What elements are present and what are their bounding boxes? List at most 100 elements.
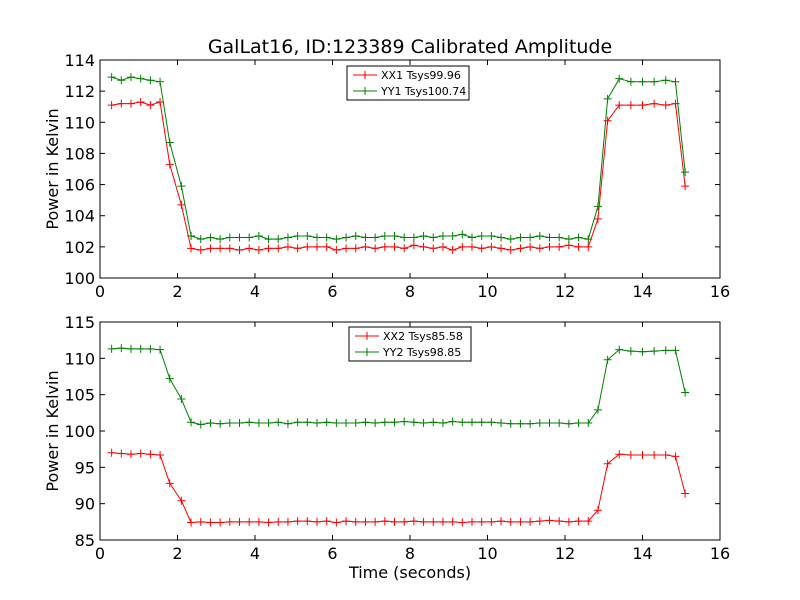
bottom-series-1-marker [564,517,573,526]
bottom-series-2-marker [127,344,135,353]
bottom-series-2-marker [497,419,506,428]
top-y-tick-label: 106 [64,176,95,195]
bottom-x-tick-label: 6 [327,544,337,563]
top-series-2-marker [400,233,409,242]
bottom-series-2-marker [555,419,564,428]
bottom-y-tick-label: 115 [64,313,95,332]
top-series-2-marker [322,233,331,242]
bottom-series-2-marker [332,419,341,428]
top-series-2-marker [216,235,225,244]
top-series-1-marker [136,98,145,107]
bottom-legend-marker-1 [363,332,371,340]
bottom-series-2-marker [293,418,302,427]
bottom-series-2-marker [400,417,409,426]
bottom-series-2-marker [322,418,331,427]
bottom-series-1-marker [584,517,593,526]
top-series-2-marker [177,182,186,191]
top-series-1-marker [371,244,380,253]
bottom-series-1-marker [626,450,635,459]
bottom-series-1-marker [245,517,254,526]
top-series-1-marker [380,242,389,251]
bottom-series-2-marker [438,419,447,428]
top-series-2-marker [293,231,302,240]
bottom-series-1-marker [468,517,476,526]
bottom-y-tick-label: 90 [75,495,95,514]
top-series-1-marker [146,101,155,110]
top-x-tick-label: 6 [327,282,337,301]
top-series-2-marker [127,73,135,82]
top-series-1-marker [351,244,360,253]
bottom-series-1-marker [448,517,457,526]
top-series-1-marker [429,244,438,253]
bottom-series-2-marker [206,419,215,428]
bottom-series-1-marker [254,517,263,526]
bottom-series-2-marker [283,419,292,428]
bottom-series-1-marker [681,489,690,498]
bottom-series-1-marker [107,448,116,457]
top-series-2-marker [136,74,145,83]
top-series-2-marker [545,233,554,242]
top-series-2-marker [526,233,535,242]
top-series-1-marker [245,244,254,253]
bottom-legend-label-2: YY2 Tsys98.85 [382,346,461,359]
top-series-1-marker [196,245,205,254]
top-legend-marker-1 [361,71,369,79]
bottom-series-1-marker [351,517,360,526]
top-series-2-marker [235,233,244,242]
bottom-x-tick-label: 0 [95,544,105,563]
top-series-2-marker [555,233,564,242]
bottom-series-2-marker [545,419,554,428]
top-series-1-marker [574,242,583,251]
top-series-2-marker [661,76,670,85]
top-y-tick-label: 112 [64,82,95,101]
bottom-series-1-marker [438,517,447,526]
bottom-legend-marker-2 [363,348,371,356]
top-series-2-marker [245,233,254,242]
bottom-series-1-marker [497,517,506,526]
top-series-1-marker [361,242,370,251]
top-series-2-marker [593,202,602,211]
bottom-series-2-marker [390,418,399,427]
top-series-1-marker [661,101,670,110]
top-series-1-marker [293,244,302,253]
top-series-2-marker [584,235,593,244]
bottom-series-1-marker [638,450,647,459]
top-series-2-marker [429,233,438,242]
bottom-series-1-marker [593,506,602,515]
bottom-series-2-marker [351,419,360,428]
top-series-1-marker [593,214,602,223]
top-series-2-marker [283,233,292,242]
top-series-2-marker [313,233,321,242]
bottom-series-2-marker [661,346,670,355]
bottom-series-2-marker [117,344,126,353]
top-series-2-marker [506,235,515,244]
bottom-series-1-marker [615,450,624,459]
bottom-x-tick-label: 2 [172,544,182,563]
bottom-series-1-marker [283,517,292,526]
bottom-series-2-marker [626,347,635,356]
bottom-series-1-marker [409,517,418,526]
top-x-tick-label: 8 [405,282,415,301]
bottom-series-1-marker [603,459,612,468]
top-series-2-marker [487,231,496,240]
top-series-2-marker [390,231,399,240]
top-y-tick-label: 110 [64,113,95,132]
bottom-series-1-marker [146,450,155,459]
top-series-2-marker [117,76,126,85]
top-series-1-marker [216,244,225,253]
top-series-1-marker [477,244,486,253]
bottom-series-1-marker [293,517,302,526]
bottom-x-tick-label: 10 [477,544,497,563]
top-series-1-marker [584,242,593,251]
top-series-1-marker [409,241,418,250]
bottom-y-axis-label: Power in Kelvin [43,370,62,491]
top-series-1-marker [506,245,515,254]
bottom-series-2-marker [535,419,544,428]
bottom-series-2-marker [264,419,273,428]
bottom-series-1-marker [380,517,389,526]
bottom-series-1-marker [400,517,409,526]
top-series-1-marker [303,242,312,251]
bottom-series-1-marker [390,517,399,526]
bottom-series-2-marker [429,418,438,427]
top-series-2-marker [156,77,165,86]
